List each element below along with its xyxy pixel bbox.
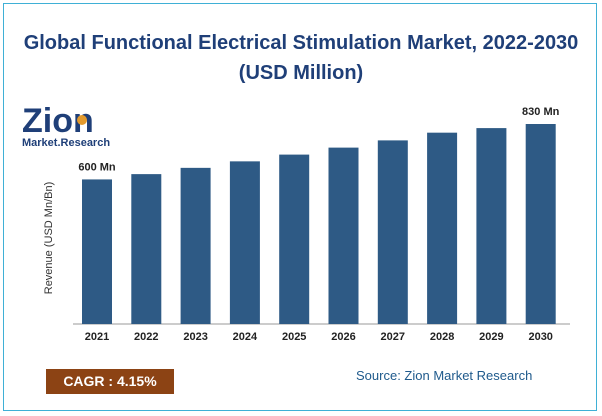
x-tick-2025: 2025 (282, 331, 306, 343)
x-tick-2023: 2023 (183, 331, 207, 343)
chart-title: Global Functional Electrical Stimulation… (0, 28, 602, 88)
zion-logo: Zion Market.Research (22, 102, 110, 149)
cagr-badge: CAGR : 4.15% (46, 369, 174, 394)
logo-sub: Market.Research (22, 137, 110, 149)
bar-2023 (180, 167, 211, 324)
bar-2024 (229, 161, 260, 324)
title-line-1: Global Functional Electrical Stimulation… (23, 32, 579, 54)
title-line-2: (USD Million) (238, 62, 364, 84)
source-note: Source: Zion Market Research (356, 368, 533, 383)
bar-2025 (279, 154, 310, 324)
x-tick-2024: 2024 (233, 331, 258, 343)
bar-2026 (328, 147, 359, 324)
bar-2022 (131, 174, 162, 324)
x-tick-2026: 2026 (331, 331, 355, 343)
x-tick-2029: 2029 (479, 331, 503, 343)
bar-2027 (377, 140, 408, 324)
data-label-2021: 600 Mn (78, 161, 116, 173)
logo-dot-icon (77, 115, 87, 125)
data-label-2030: 830 Mn (522, 106, 560, 118)
x-tick-2028: 2028 (430, 331, 454, 343)
x-tick-2027: 2027 (381, 331, 405, 343)
bar-2021 (82, 179, 112, 324)
x-tick-2022: 2022 (134, 331, 158, 343)
bar-2029 (476, 128, 507, 324)
x-tick-2021: 2021 (85, 331, 109, 343)
x-tick-2030: 2030 (528, 331, 552, 343)
bar-2030 (525, 124, 556, 324)
bar-2028 (427, 132, 458, 324)
